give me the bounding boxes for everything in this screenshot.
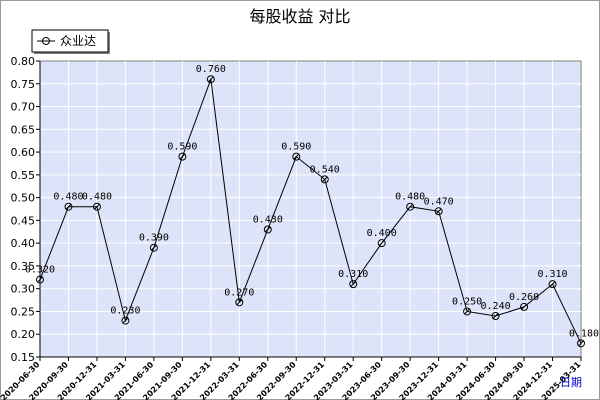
data-point [577,339,585,348]
series-line [39,79,582,344]
data-label: 0.760 [196,64,226,75]
y-tick-label: 0.15 [11,351,36,364]
data-label: 0.470 [424,196,454,207]
y-tick-label: 0.25 [11,305,36,318]
y-tick-label: 0.80 [11,55,36,68]
y-tick-label: 0.55 [11,169,36,182]
data-point [320,175,329,184]
data-point-mark [94,203,100,210]
data-label: 0.240 [481,301,511,312]
data-label: 0.590 [281,142,311,153]
data-point [235,298,244,307]
plot-area: 0.15 0.20 0.25 0.30 0.35 0.40 0.45 0.50 0.55 0.60… [0,55,599,400]
data-point-mark [151,244,157,251]
data-label: 0.310 [338,269,368,280]
data-label: 0.320 [25,265,55,276]
data-point [434,207,443,216]
data-point [149,243,158,252]
data-label: 0.590 [167,142,197,153]
y-tick-label: 0.35 [11,260,36,273]
data-label: 0.430 [253,214,283,225]
data-point [121,316,130,325]
y-tick-label: 0.75 [11,78,36,91]
legend-marker [42,37,50,45]
data-point [491,312,500,321]
data-label: 0.260 [509,292,539,303]
data-point [178,152,187,161]
data-point [206,75,215,84]
data-point-mark [378,240,385,247]
data-point-mark [435,208,442,215]
data-point-mark [464,308,470,315]
y-tick-label: 0.20 [11,328,36,341]
data-point-mark [37,276,43,283]
legend-label: 众业达 [60,34,96,48]
data-point [64,202,73,211]
legend-box [31,29,109,53]
data-point [406,202,415,211]
data-point-mark [207,76,214,83]
data-point-mark [578,340,584,347]
data-point [548,280,557,289]
data-label: 0.480 [82,192,112,203]
y-tick-label: 0.60 [11,146,36,159]
data-label: 0.480 [395,192,425,203]
data-point [520,302,529,311]
legend: 众业达 [31,29,110,54]
data-point [463,307,472,316]
y-tick-label: 0.70 [11,101,36,114]
y-tick-label: 0.45 [11,214,36,227]
data-label: 0.480 [53,192,83,203]
y-tick-label: 0.65 [11,123,36,136]
y-tick-label: 0.30 [11,283,36,296]
data-label: 0.270 [224,287,254,298]
data-point-mark [264,226,271,233]
data-point-mark [549,281,556,287]
data-point [92,202,101,211]
data-label: 0.250 [452,296,482,307]
data-point [292,152,301,161]
data-point-mark [350,281,357,287]
chart-title: 每股收益 对比 [249,7,350,26]
data-point [263,225,272,234]
data-point-mark [321,176,328,183]
data-point-mark [293,153,300,160]
data-point-mark [65,203,72,210]
x-unit-label: 日期 [560,376,582,389]
data-point [377,239,386,248]
data-point-mark [179,153,186,160]
data-label: 0.540 [310,164,340,175]
y-tick-label: 0.50 [11,192,36,205]
data-point-mark [492,313,499,319]
data-label: 0.390 [139,233,169,244]
data-point-mark [122,317,129,324]
data-point-mark [407,203,414,210]
data-point [36,275,44,284]
data-label: 0.230 [110,306,140,317]
data-label: 0.180 [569,328,599,339]
data-label: 0.310 [537,269,567,280]
data-point-mark [236,299,243,306]
y-tick-label: 0.40 [11,237,36,250]
data-point-mark [521,304,527,310]
data-point [349,280,358,289]
data-label: 0.400 [367,228,397,239]
